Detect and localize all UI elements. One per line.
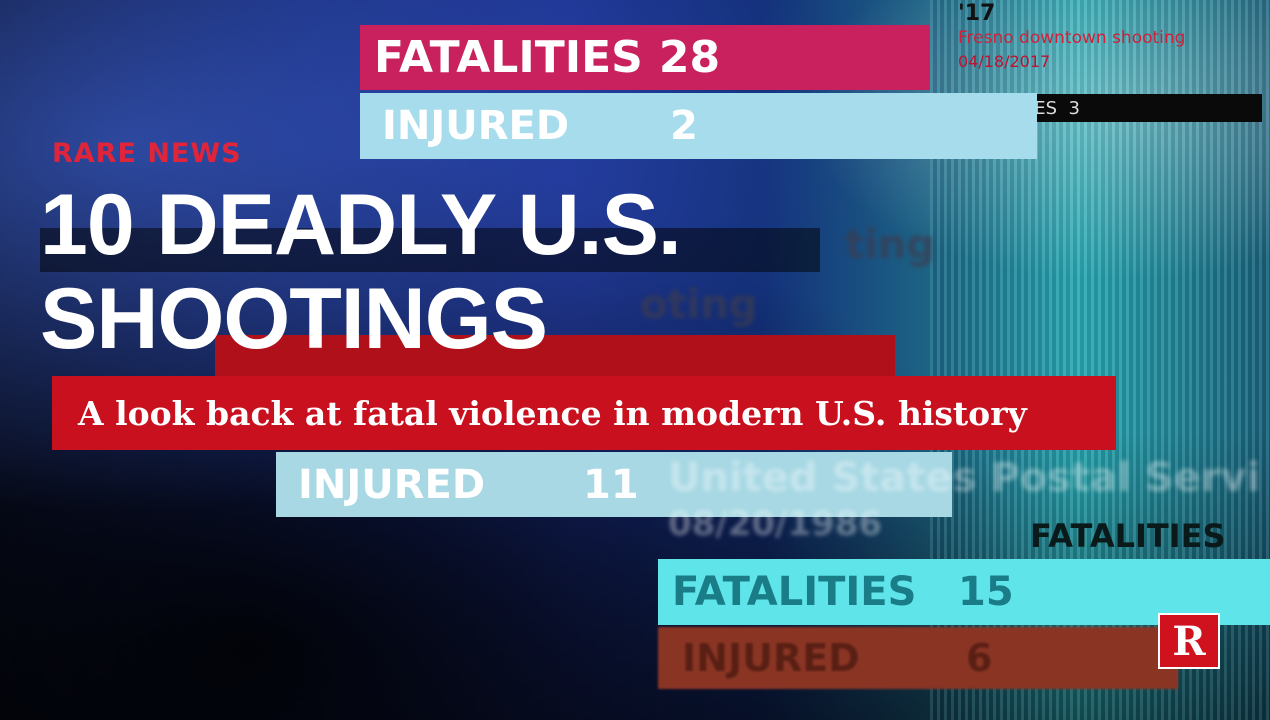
subtitle-banner: A look back at fatal violence in modern … (52, 376, 1116, 450)
page-title: 10 DEADLY U.S. SHOOTINGS (40, 177, 682, 367)
stat-label: FATALITIES (374, 32, 643, 83)
stat-bar-injured: INJURED 11 (276, 452, 952, 517)
stat-value: 11 (583, 461, 639, 508)
event-date: 04/18/2017 (958, 52, 1051, 71)
title-line-1: 10 DEADLY U.S. (40, 177, 682, 273)
rare-logo: R (1158, 613, 1220, 669)
stat-value: 28 (658, 32, 721, 83)
ghost-text: oting (640, 282, 758, 328)
title-shadow-bar (40, 228, 820, 272)
title-line-2: SHOOTINGS (40, 271, 548, 367)
stat-value: 6 (966, 636, 993, 680)
stat-bar-fatalities: FATALITIES 28 (360, 25, 930, 90)
stat-bar-injured: INJURED 6 (658, 627, 1178, 689)
event-label: Fresno downtown shooting (958, 28, 1186, 48)
ghost-text: United States Postal Servi (668, 455, 1261, 501)
stat-label: INJURED (382, 103, 570, 149)
ghost-text: 08/20/1986 (668, 504, 883, 544)
ghost-text: ting (845, 222, 935, 268)
kicker-label: RARE NEWS (52, 138, 242, 169)
stat-value: 15 (958, 569, 1014, 615)
stat-value: 2 (670, 103, 698, 149)
stat-label: FATALITIES (672, 569, 917, 615)
ghost-text: FATALITIES (1030, 517, 1226, 555)
stat-label: INJURED (682, 636, 860, 680)
background-red-bar (215, 335, 895, 377)
fresno-caption: '17 Fresno downtown shooting 04/18/2017 (958, 2, 1185, 74)
stat-bar-fatalities: FATALITIES 15 (658, 559, 1270, 625)
year-label: '17 (958, 1, 996, 26)
stat-label: INJURED (298, 461, 486, 508)
stat-bar-injured: INJURED 2 (360, 93, 1037, 159)
